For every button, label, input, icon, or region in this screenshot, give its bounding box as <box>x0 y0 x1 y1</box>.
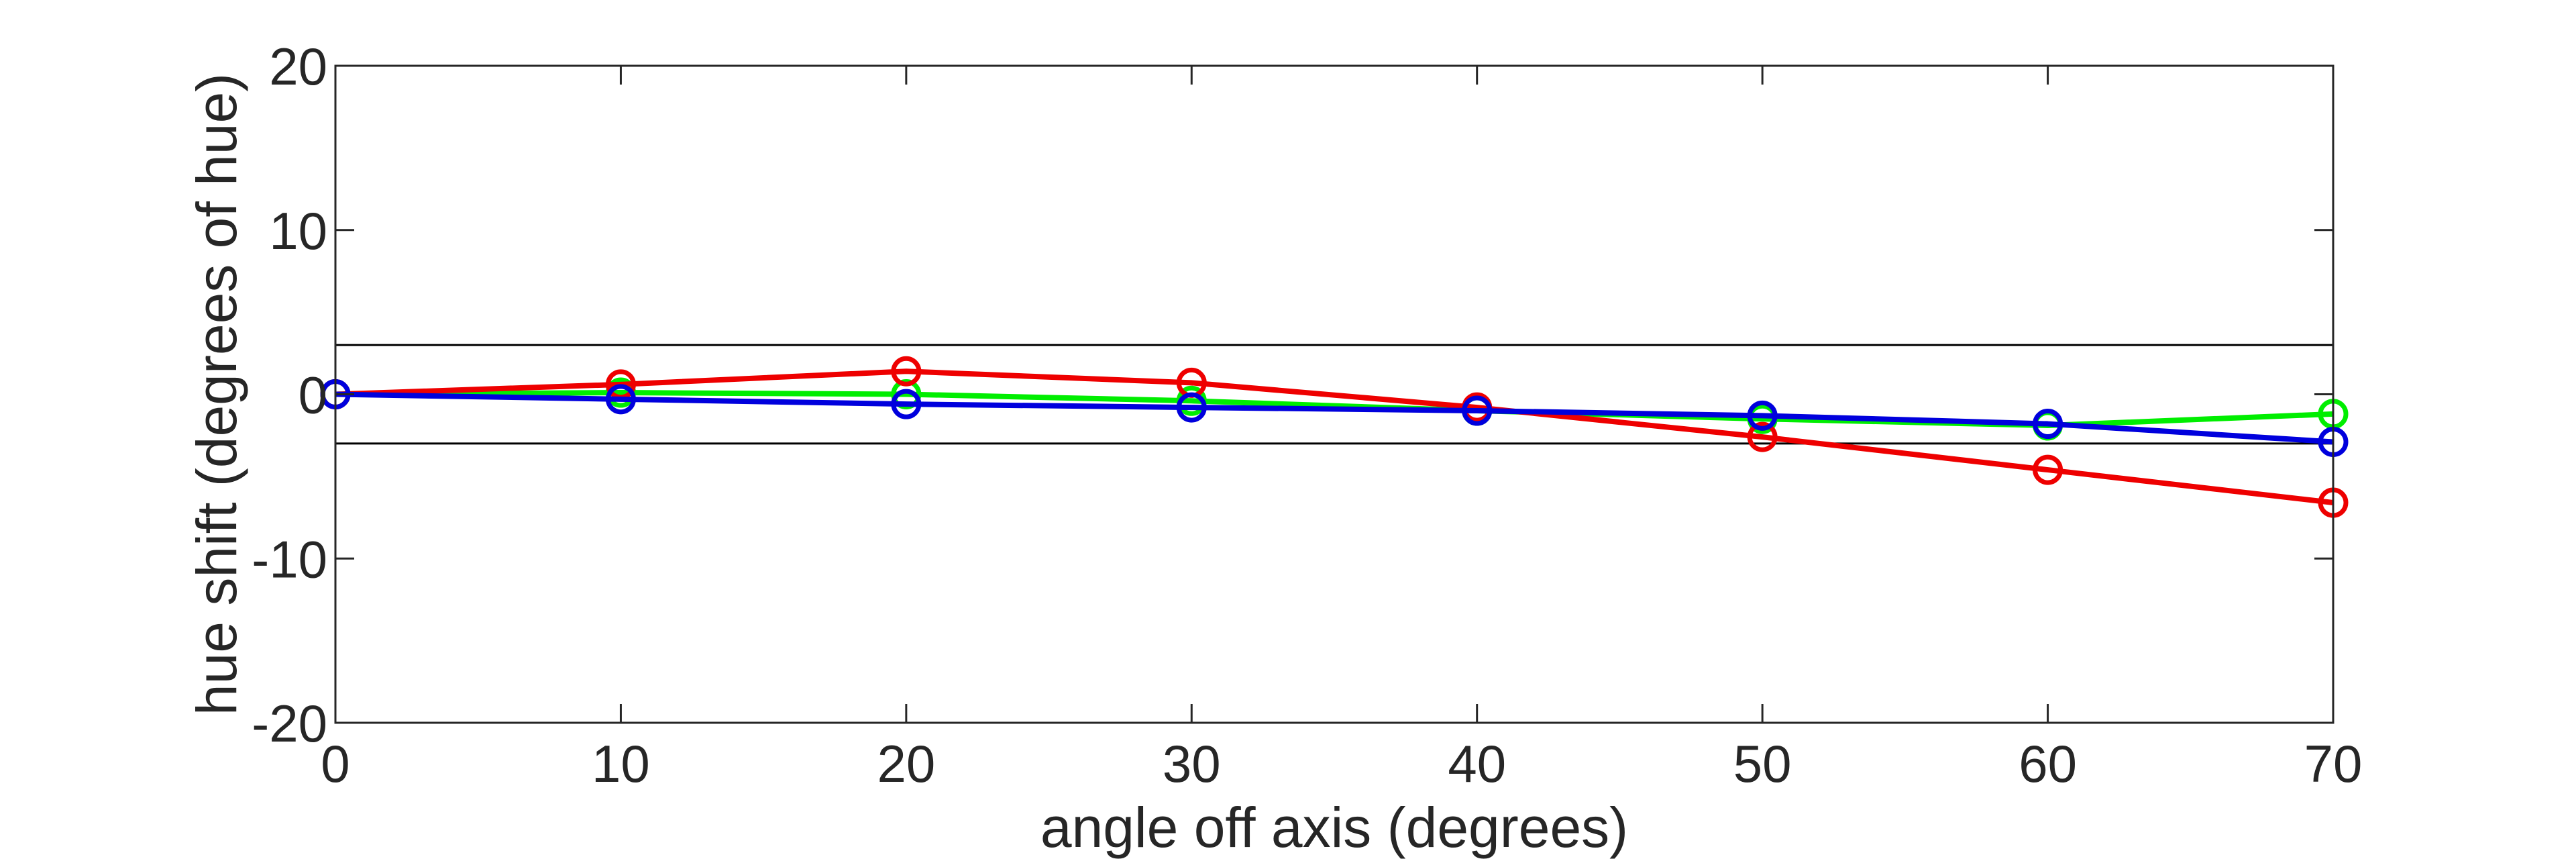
data-point <box>2033 454 2063 485</box>
x-tick-label: 40 <box>1448 734 1506 793</box>
y-tick-label: 10 <box>269 201 327 260</box>
data-point <box>891 379 922 409</box>
data-point <box>1462 395 1493 426</box>
x-tick-label: 10 <box>592 734 650 793</box>
x-axis-label: angle off axis (degrees) <box>1040 796 1628 859</box>
y-tick-label: 20 <box>269 37 327 96</box>
y-axis-label: hue shift (degrees of hue) <box>185 73 248 715</box>
y-axis-ticks: -20 -10 0 10 20 <box>252 37 2333 753</box>
x-tick-label: 60 <box>2019 734 2077 793</box>
series-line <box>335 391 2334 445</box>
series-line <box>335 368 2334 506</box>
data-point <box>2033 409 2063 440</box>
x-tick-label: 30 <box>1163 734 1221 793</box>
data-point <box>1176 392 1207 423</box>
data-point <box>1747 400 1778 431</box>
reference-lines <box>335 344 2333 445</box>
x-tick-label: 0 <box>321 734 350 793</box>
series-layer <box>320 356 2349 518</box>
data-point <box>891 389 922 419</box>
y-tick-label: 0 <box>299 366 327 425</box>
x-tick-label: 20 <box>877 734 935 793</box>
data-point <box>891 356 922 387</box>
y-tick-label: -10 <box>252 529 327 589</box>
x-tick-label: 50 <box>1733 734 1792 793</box>
x-axis-ticks: 0 10 20 30 40 50 60 70 <box>321 66 2362 793</box>
data-point <box>605 384 636 415</box>
y-tick-label: -20 <box>252 694 327 753</box>
x-tick-label: 70 <box>2304 734 2363 793</box>
series-1 <box>320 356 2349 518</box>
data-point <box>1747 421 1778 452</box>
